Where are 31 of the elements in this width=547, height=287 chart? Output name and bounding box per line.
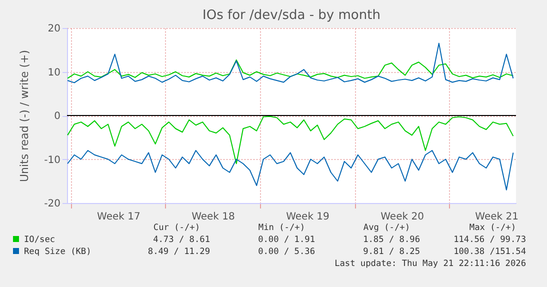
- y-tick-label: -10: [44, 154, 60, 166]
- text: 1.85 / 8.96: [363, 235, 420, 245]
- line-series: [67, 42, 514, 84]
- x-tick-label: Week 17: [97, 212, 140, 222]
- text: 0.00 / 5.36: [258, 247, 315, 257]
- text: 8.49 / 11.29: [148, 247, 210, 257]
- line-series: [67, 59, 514, 79]
- x-tick-label: Week 18: [192, 212, 235, 222]
- text: 100.38 /151.54: [454, 247, 526, 257]
- x-tick-label: Week 19: [286, 212, 330, 222]
- text: 4.73 / 8.61: [153, 235, 210, 245]
- chart-title: IOs for /dev/sda - by month: [202, 8, 380, 23]
- x-tick-label: Week 21: [475, 212, 518, 222]
- x-tick-label: Week 20: [380, 212, 424, 222]
- legend-label: Req Size (KB): [24, 247, 92, 257]
- y-tick-label: -20: [44, 198, 60, 210]
- text: Last update: Thu May 21 22:11:16 2026: [334, 259, 526, 269]
- text: Cur (-/+): [153, 223, 200, 233]
- legend-label: IO/sec: [24, 235, 56, 245]
- text: 114.56 / 99.73: [454, 235, 526, 245]
- text: Max (-/+): [469, 223, 516, 233]
- y-tick-label: 0: [54, 111, 60, 122]
- line-series: [67, 116, 514, 164]
- y-axis-title: Units read (-) / write (+): [18, 50, 32, 182]
- text: 9.81 / 8.25: [363, 247, 420, 257]
- y-tick-label: 10: [48, 67, 60, 78]
- text: Avg (-/+): [363, 223, 410, 233]
- y-tick-label: 20: [48, 24, 60, 34]
- text: 0.00 / 1.91: [258, 235, 315, 245]
- line-series: [67, 150, 514, 190]
- text: Min (-/+): [258, 223, 305, 233]
